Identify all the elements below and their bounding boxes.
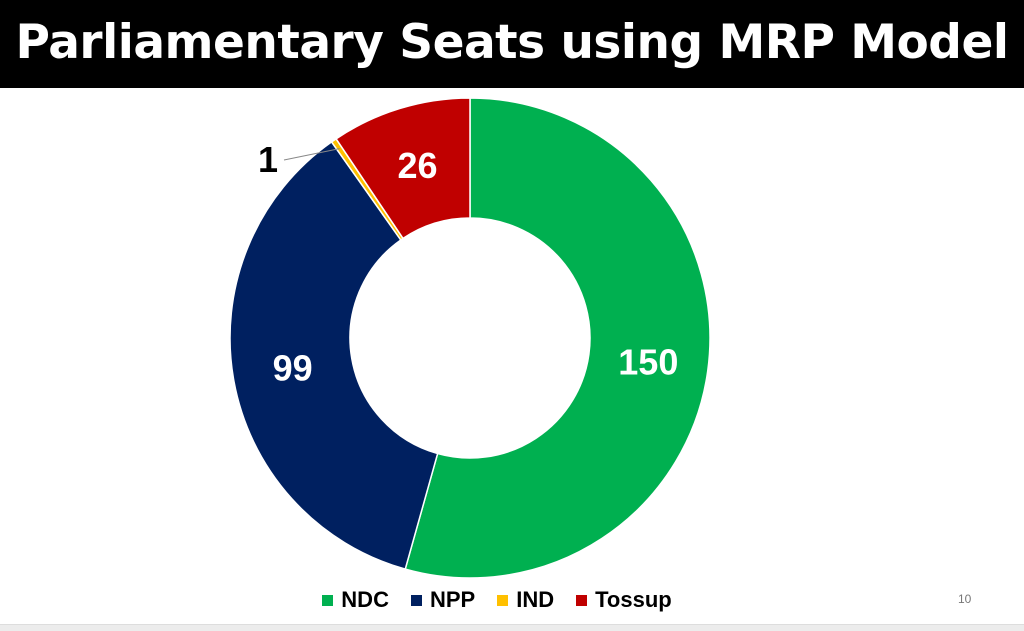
legend-item-ind: IND — [497, 587, 554, 613]
legend-item-tossup: Tossup — [576, 587, 672, 613]
bottom-strip — [0, 624, 1024, 631]
legend-label: IND — [516, 587, 555, 612]
data-label-npp: 99 — [273, 348, 313, 389]
leader-line — [283, 148, 340, 161]
legend-label: NDC — [341, 587, 389, 612]
legend-item-ndc: NDC — [322, 587, 389, 613]
legend-swatch — [410, 594, 422, 606]
legend-label: NPP — [429, 587, 476, 612]
legend-item-npp: NPP — [410, 587, 476, 613]
legend-swatch — [576, 594, 588, 606]
page-number: 10 — [958, 592, 972, 606]
title-bar — [0, 0, 1024, 88]
chart-legend: NDC NPP IND Tossup — [0, 587, 1024, 613]
chart-title: Parliamentary Seats using MRP Model — [15, 15, 1009, 70]
legend-swatch — [322, 594, 334, 606]
donut-slice-ndc — [404, 97, 711, 579]
donut-slice-npp — [229, 140, 439, 571]
legend-swatch — [497, 594, 509, 606]
data-label-tossup: 26 — [397, 145, 437, 186]
donut-slice-tossup — [335, 97, 471, 240]
legend-label: Tossup — [595, 587, 672, 612]
data-label-ndc: 150 — [618, 342, 678, 383]
data-label-ind: 1 — [258, 139, 278, 180]
